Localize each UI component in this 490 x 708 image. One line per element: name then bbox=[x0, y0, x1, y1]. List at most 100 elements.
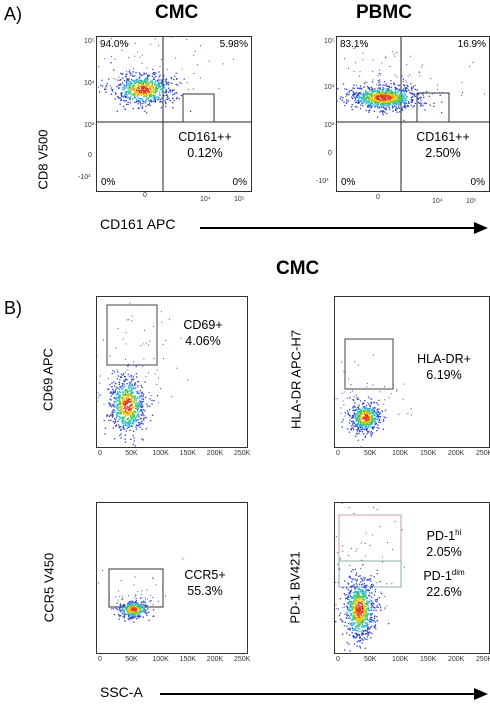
event-dot bbox=[406, 87, 408, 89]
event-dot bbox=[137, 419, 139, 421]
event-dot bbox=[343, 391, 345, 393]
event-dot bbox=[405, 94, 407, 96]
event-dot bbox=[145, 93, 147, 95]
event-dot bbox=[390, 99, 392, 102]
event-dot bbox=[382, 84, 384, 86]
event-dot bbox=[355, 102, 357, 104]
event-dot bbox=[354, 594, 357, 596]
event-dot bbox=[377, 417, 379, 419]
event-dot bbox=[160, 86, 162, 88]
event-dot bbox=[362, 601, 364, 603]
event-dot bbox=[365, 426, 367, 428]
event-dot bbox=[135, 91, 137, 93]
event-dot bbox=[357, 616, 359, 618]
event-dot bbox=[128, 412, 130, 414]
event-dot bbox=[134, 411, 137, 413]
event-dot bbox=[158, 81, 160, 84]
event-dot bbox=[112, 404, 114, 406]
event-dot bbox=[387, 85, 389, 87]
event-dot bbox=[376, 116, 379, 118]
event-dot bbox=[113, 78, 115, 80]
event-dot bbox=[341, 361, 342, 363]
event-dot bbox=[119, 615, 122, 617]
event-dot bbox=[344, 104, 346, 107]
event-dot bbox=[353, 425, 355, 427]
event-dot bbox=[368, 110, 370, 112]
event-dot bbox=[161, 321, 163, 323]
event-dot bbox=[150, 420, 152, 422]
event-dot bbox=[138, 72, 140, 74]
event-dot bbox=[123, 610, 125, 612]
event-dot bbox=[383, 104, 386, 106]
event-dot bbox=[382, 89, 384, 91]
event-dot bbox=[370, 398, 373, 400]
event-dot bbox=[363, 629, 365, 632]
event-dot bbox=[358, 399, 360, 400]
event-dot bbox=[371, 93, 373, 96]
event-dot bbox=[128, 417, 130, 419]
event-dot bbox=[362, 428, 364, 430]
event-dot bbox=[113, 390, 115, 392]
event-dot bbox=[395, 96, 397, 98]
event-dot bbox=[405, 95, 407, 97]
event-dot bbox=[366, 430, 369, 433]
event-dot bbox=[126, 414, 129, 416]
event-dot bbox=[359, 616, 361, 618]
event-dot bbox=[107, 378, 109, 380]
event-dot bbox=[124, 92, 127, 94]
event-dot bbox=[137, 51, 139, 53]
event-dot bbox=[363, 590, 365, 592]
event-dot bbox=[222, 63, 224, 65]
event-dot bbox=[123, 422, 125, 425]
event-dot bbox=[133, 92, 135, 94]
event-dot bbox=[136, 86, 139, 89]
event-dot bbox=[388, 104, 390, 106]
event-dot bbox=[346, 594, 348, 595]
event-dot bbox=[368, 631, 371, 633]
event-dot bbox=[145, 83, 148, 85]
event-dot bbox=[404, 107, 407, 109]
event-dot bbox=[389, 92, 391, 94]
event-dot bbox=[130, 83, 132, 85]
event-dot bbox=[149, 95, 151, 97]
event-dot bbox=[366, 410, 368, 413]
event-dot bbox=[138, 421, 140, 424]
event-dot bbox=[130, 612, 132, 614]
event-dot bbox=[141, 398, 143, 400]
event-dot bbox=[391, 89, 393, 91]
event-dot bbox=[414, 93, 416, 95]
event-dot bbox=[140, 395, 142, 398]
event-dot bbox=[140, 414, 142, 416]
event-dot bbox=[439, 94, 441, 96]
event-dot bbox=[388, 95, 390, 97]
event-dot bbox=[136, 420, 138, 422]
event-dot bbox=[417, 97, 419, 99]
event-dot bbox=[137, 107, 139, 110]
event-dot bbox=[133, 409, 135, 411]
event-dot bbox=[341, 503, 343, 504]
event-dot bbox=[132, 416, 135, 418]
event-dot bbox=[133, 400, 135, 403]
flow-plot-cmc-cd161: 94.0% 5.98% 0% 0% CD161++ 0.12% bbox=[96, 36, 252, 192]
event-dot bbox=[129, 414, 131, 416]
event-dot bbox=[348, 576, 350, 578]
event-dot bbox=[123, 605, 126, 608]
event-dot bbox=[376, 615, 378, 618]
event-dot bbox=[410, 83, 412, 85]
event-dot bbox=[367, 102, 369, 104]
event-dot bbox=[371, 422, 373, 424]
event-dot bbox=[344, 415, 346, 417]
event-dot bbox=[106, 415, 108, 417]
event-dot bbox=[357, 102, 359, 104]
event-dot bbox=[136, 616, 139, 618]
event-dot bbox=[352, 602, 354, 604]
gate-pd1-hi bbox=[338, 514, 402, 562]
event-dot bbox=[355, 394, 357, 396]
event-dot bbox=[378, 419, 381, 421]
event-dot bbox=[138, 107, 140, 109]
event-dot bbox=[365, 591, 367, 593]
event-dot bbox=[134, 417, 137, 419]
event-dot bbox=[364, 585, 367, 587]
event-dot bbox=[139, 610, 141, 613]
event-dot bbox=[116, 79, 118, 81]
